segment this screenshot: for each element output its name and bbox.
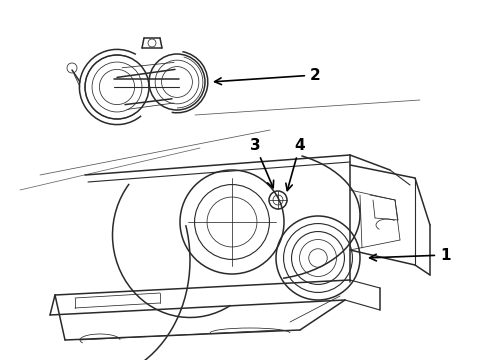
Text: 3: 3	[250, 138, 273, 188]
Text: 4: 4	[286, 138, 305, 190]
Text: 1: 1	[369, 248, 450, 262]
Text: 2: 2	[215, 68, 321, 85]
